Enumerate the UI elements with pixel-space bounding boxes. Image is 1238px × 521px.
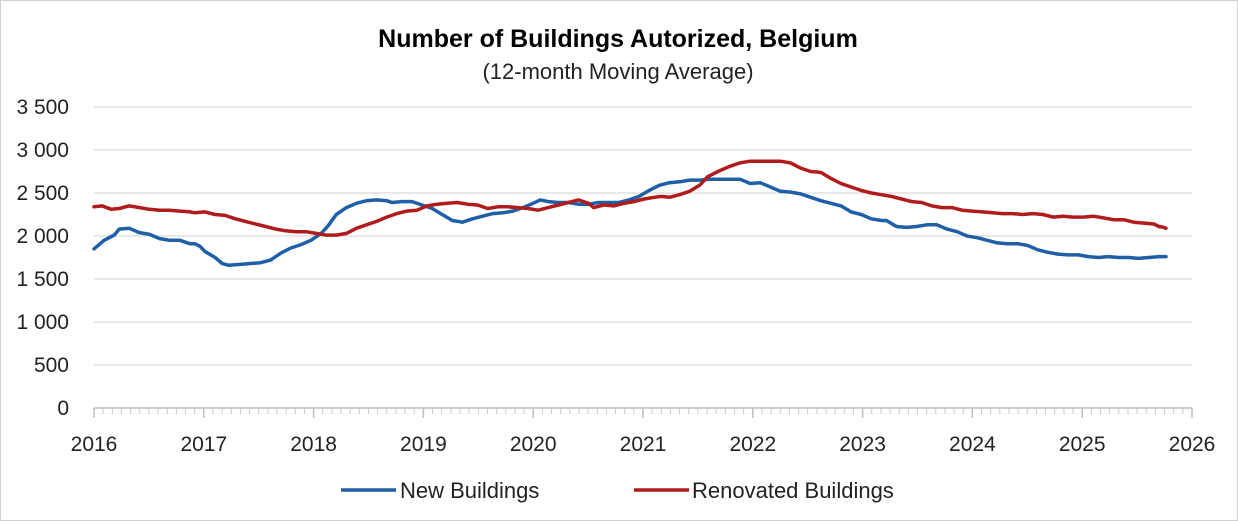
y-tick-label: 500 (34, 354, 69, 377)
legend: New Buildings Renovated Buildings (341, 478, 894, 503)
y-tick-label: 0 (57, 397, 69, 420)
x-tick-label: 2024 (949, 433, 996, 456)
legend-label: Renovated Buildings (692, 478, 894, 503)
y-tick-label: 1 000 (16, 311, 69, 334)
legend-label: New Buildings (400, 478, 539, 503)
gridlines (94, 106, 1192, 366)
x-tick-label: 2019 (400, 433, 447, 456)
x-tick-label: 2018 (290, 433, 337, 456)
x-tick-label: 2021 (620, 433, 667, 456)
x-tick-label: 2016 (71, 433, 118, 456)
x-tick-label: 2025 (1059, 433, 1106, 456)
y-tick-label: 3 000 (16, 139, 69, 162)
x-tick-label: 2023 (839, 433, 886, 456)
x-tick-label: 2022 (729, 433, 776, 456)
x-tick-label: 2017 (180, 433, 227, 456)
y-tick-label: 3 500 (16, 96, 69, 119)
chart-subtitle: (12-month Moving Average) (482, 59, 753, 84)
y-tick-label: 1 500 (16, 268, 69, 291)
series-lines (92, 159, 1168, 267)
x-tick-label: 2020 (510, 433, 557, 456)
y-tick-label: 2 500 (16, 182, 69, 205)
axes: 0 500 1 000 1 500 2 000 2 500 3 000 3 500 2016 20… (16, 96, 1215, 456)
series-line-renovated-buildings (92, 159, 1168, 237)
series-line-new-buildings (92, 177, 1168, 267)
y-tick-label: 2 000 (16, 225, 69, 248)
chart-title: Number of Buildings Autorized, Belgium (378, 25, 858, 53)
x-tick-label: 2026 (1169, 433, 1216, 456)
